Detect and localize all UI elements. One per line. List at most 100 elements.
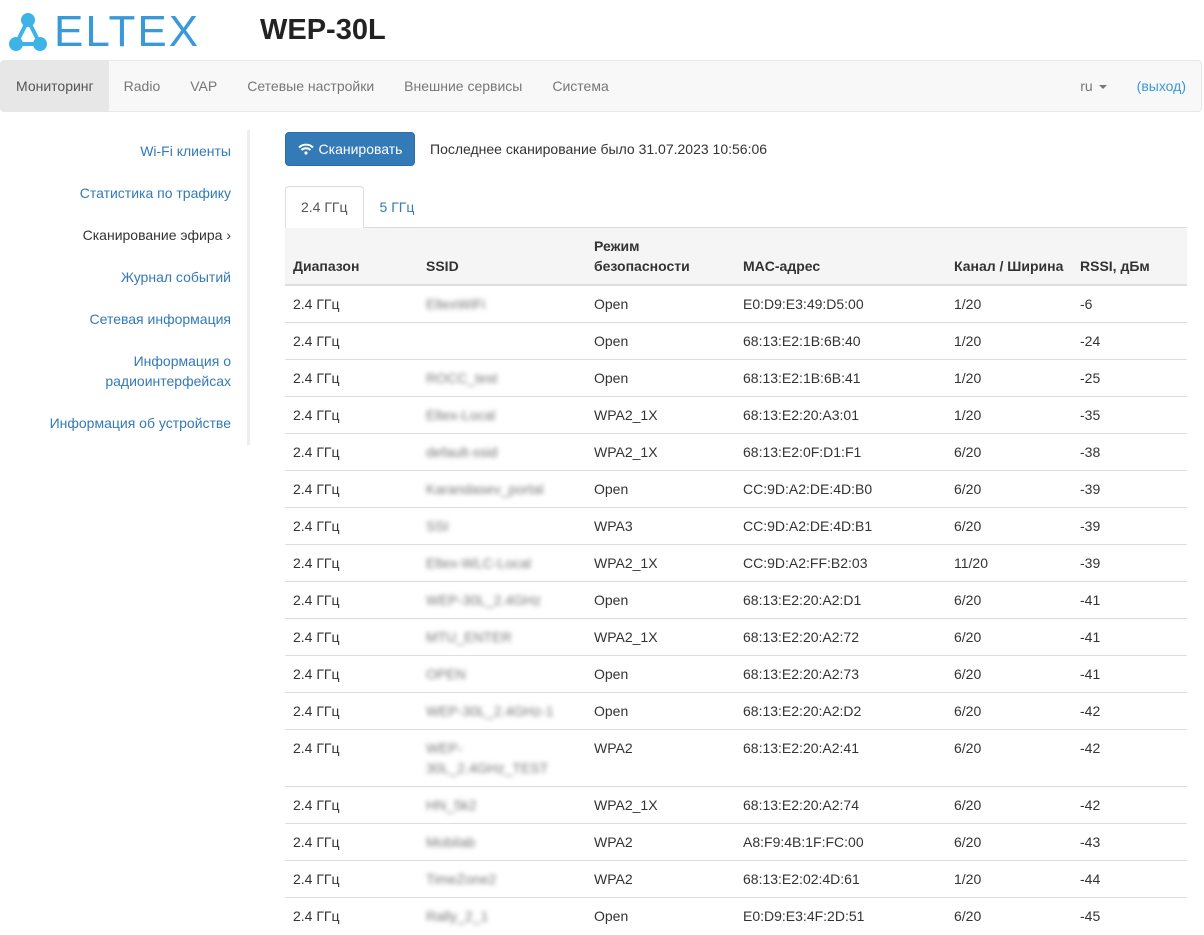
cell-security: WPA2	[586, 729, 735, 787]
cell-band: 2.4 ГГц	[285, 860, 418, 898]
scan-results-table: Диапазон SSID Режим безопасности MAC-адр…	[285, 228, 1187, 935]
cell-channel: 6/20	[946, 618, 1072, 656]
cell-ssid: HN_5k2	[418, 786, 586, 824]
table-row: 2.4 ГГц Karandasev_portal Open CC:9D:A2:DE:…	[285, 470, 1187, 508]
cell-band: 2.4 ГГц	[285, 544, 418, 582]
logo-icon	[9, 13, 47, 51]
cell-rssi: -24	[1072, 322, 1187, 360]
top-navbar: Мониторинг Radio VAP Сетевые настройки В…	[0, 60, 1202, 112]
cell-channel: 6/20	[946, 507, 1072, 545]
cell-mac: CC:9D:A2:DE:4D:B1	[735, 507, 946, 545]
cell-security: WPA2_1X	[586, 544, 735, 582]
cell-channel: 6/20	[946, 729, 1072, 787]
cell-ssid: WEP-30L_2.4GHz-1	[418, 692, 586, 730]
cell-mac: 68:13:E2:20:A2:73	[735, 655, 946, 693]
cell-mac: A8:F9:4B:1F:FC:00	[735, 823, 946, 861]
cell-rssi: -45	[1072, 897, 1187, 935]
cell-channel: 6/20	[946, 655, 1072, 693]
cell-ssid: SSI	[418, 507, 586, 545]
sidebar-item-network-info[interactable]: Сетевая информация	[89, 311, 231, 327]
nav-radio[interactable]: Radio	[123, 78, 161, 94]
cell-security: WPA2	[586, 860, 735, 898]
cell-ssid: EltexWiFi	[418, 284, 586, 323]
cell-mac: 68:13:E2:20:A2:72	[735, 618, 946, 656]
cell-channel: 1/20	[946, 860, 1072, 898]
cell-ssid: Rally_2_1	[418, 897, 586, 935]
cell-rssi: -39	[1072, 470, 1187, 508]
cell-mac: 68:13:E2:20:A2:41	[735, 729, 946, 787]
tab-5ghz[interactable]: 5 ГГц	[379, 199, 415, 215]
sidebar-item-event-log[interactable]: Журнал событий	[120, 269, 231, 285]
caret-down-icon	[1098, 85, 1107, 90]
cell-band: 2.4 ГГц	[285, 618, 418, 656]
scan-button[interactable]: Сканировать	[285, 132, 415, 166]
header-ssid: SSID	[418, 228, 586, 286]
sidebar-item-radio-info[interactable]: Информация о радиоинтерфейсах	[105, 353, 231, 389]
sidebar-item-air-scan[interactable]: Сканирование эфира ›	[82, 227, 231, 243]
cell-ssid: default-ssid	[418, 433, 586, 471]
table-row: 2.4 ГГц Eltex-WLC-Local WPA2_1X CC:9D:A2:FF…	[285, 544, 1187, 582]
cell-rssi: -39	[1072, 507, 1187, 545]
cell-mac: 68:13:E2:20:A2:D1	[735, 581, 946, 619]
cell-channel: 1/20	[946, 322, 1072, 360]
tab-2-4ghz[interactable]: 2.4 ГГц	[285, 186, 364, 229]
header-channel: Канал / Ширина	[946, 228, 1072, 286]
table-row: 2.4 ГГц WEP-30L_2.4GHz Open 68:13:E2:20:A2:…	[285, 581, 1187, 619]
sidebar-item-traffic-stats[interactable]: Статистика по трафику	[79, 185, 231, 201]
cell-security: Open	[586, 655, 735, 693]
cell-ssid: OPEN	[418, 655, 586, 693]
cell-channel: 1/20	[946, 284, 1072, 323]
cell-ssid: Mobilab	[418, 823, 586, 861]
table-row: 2.4 ГГц WEP-30L_2.4GHz-1 Open 68:13:E2:20:A…	[285, 692, 1187, 730]
sidebar-item-device-info[interactable]: Информация об устройстве	[49, 415, 231, 431]
cell-mac: E0:D9:E3:4F:2D:51	[735, 897, 946, 935]
cell-rssi: -42	[1072, 692, 1187, 730]
cell-channel: 11/20	[946, 544, 1072, 582]
cell-mac: 68:13:E2:1B:6B:40	[735, 322, 946, 360]
cell-rssi: -35	[1072, 396, 1187, 434]
device-model: WEP-30L	[260, 14, 386, 46]
nav-vap[interactable]: VAP	[190, 78, 218, 94]
scan-button-label: Сканировать	[318, 141, 403, 157]
cell-band: 2.4 ГГц	[285, 823, 418, 861]
table-row: 2.4 ГГц OPEN Open 68:13:E2:20:A2:73 6/20 -41	[285, 655, 1187, 693]
language-dropdown[interactable]: ru	[1065, 61, 1121, 111]
cell-security: WPA2_1X	[586, 618, 735, 656]
cell-security: WPA3	[586, 507, 735, 545]
header-security: Режим безопасности	[586, 228, 735, 286]
sidebar-item-wifi-clients[interactable]: Wi-Fi клиенты	[140, 143, 231, 159]
cell-band: 2.4 ГГц	[285, 284, 418, 323]
cell-rssi: -41	[1072, 618, 1187, 656]
cell-security: WPA2_1X	[586, 786, 735, 824]
cell-ssid: WEP-30L_2.4GHz_TEST	[418, 729, 586, 787]
cell-band: 2.4 ГГц	[285, 507, 418, 545]
cell-band: 2.4 ГГц	[285, 729, 418, 787]
cell-channel: 1/20	[946, 359, 1072, 397]
cell-security: WPA2	[586, 823, 735, 861]
cell-rssi: -44	[1072, 860, 1187, 898]
table-row: 2.4 ГГц Mobilab WPA2 A8:F9:4B:1F:FC:00 6/20-…	[285, 823, 1187, 861]
cell-ssid: WEP-30L_2.4GHz	[418, 581, 586, 619]
cell-channel: 6/20	[946, 581, 1072, 619]
header-band: Диапазон	[285, 228, 418, 286]
logout-link[interactable]: (выход)	[1136, 78, 1186, 94]
cell-band: 2.4 ГГц	[285, 581, 418, 619]
cell-security: Open	[586, 581, 735, 619]
cell-security: Open	[586, 322, 735, 360]
cell-rssi: -39	[1072, 544, 1187, 582]
cell-channel: 6/20	[946, 897, 1072, 935]
cell-ssid: TimeZone2	[418, 860, 586, 898]
eltex-logo: ELTEX	[8, 10, 200, 54]
table-row: 2.4 ГГц Rally_2_1 Open E0:D9:E3:4F:2D:51 6/2…	[285, 897, 1187, 935]
cell-channel: 1/20	[946, 396, 1072, 434]
nav-system[interactable]: Система	[552, 78, 609, 94]
cell-rssi: -41	[1072, 655, 1187, 693]
nav-monitoring[interactable]: Мониторинг	[1, 61, 109, 111]
table-row: 2.4 ГГц MTU_ENTER WPA2_1X 68:13:E2:20:A2:72…	[285, 618, 1187, 656]
nav-external-services[interactable]: Внешние сервисы	[404, 78, 523, 94]
nav-network-settings[interactable]: Сетевые настройки	[247, 78, 375, 94]
cell-channel: 6/20	[946, 692, 1072, 730]
cell-band: 2.4 ГГц	[285, 470, 418, 508]
cell-rssi: -41	[1072, 581, 1187, 619]
cell-ssid	[418, 322, 586, 360]
